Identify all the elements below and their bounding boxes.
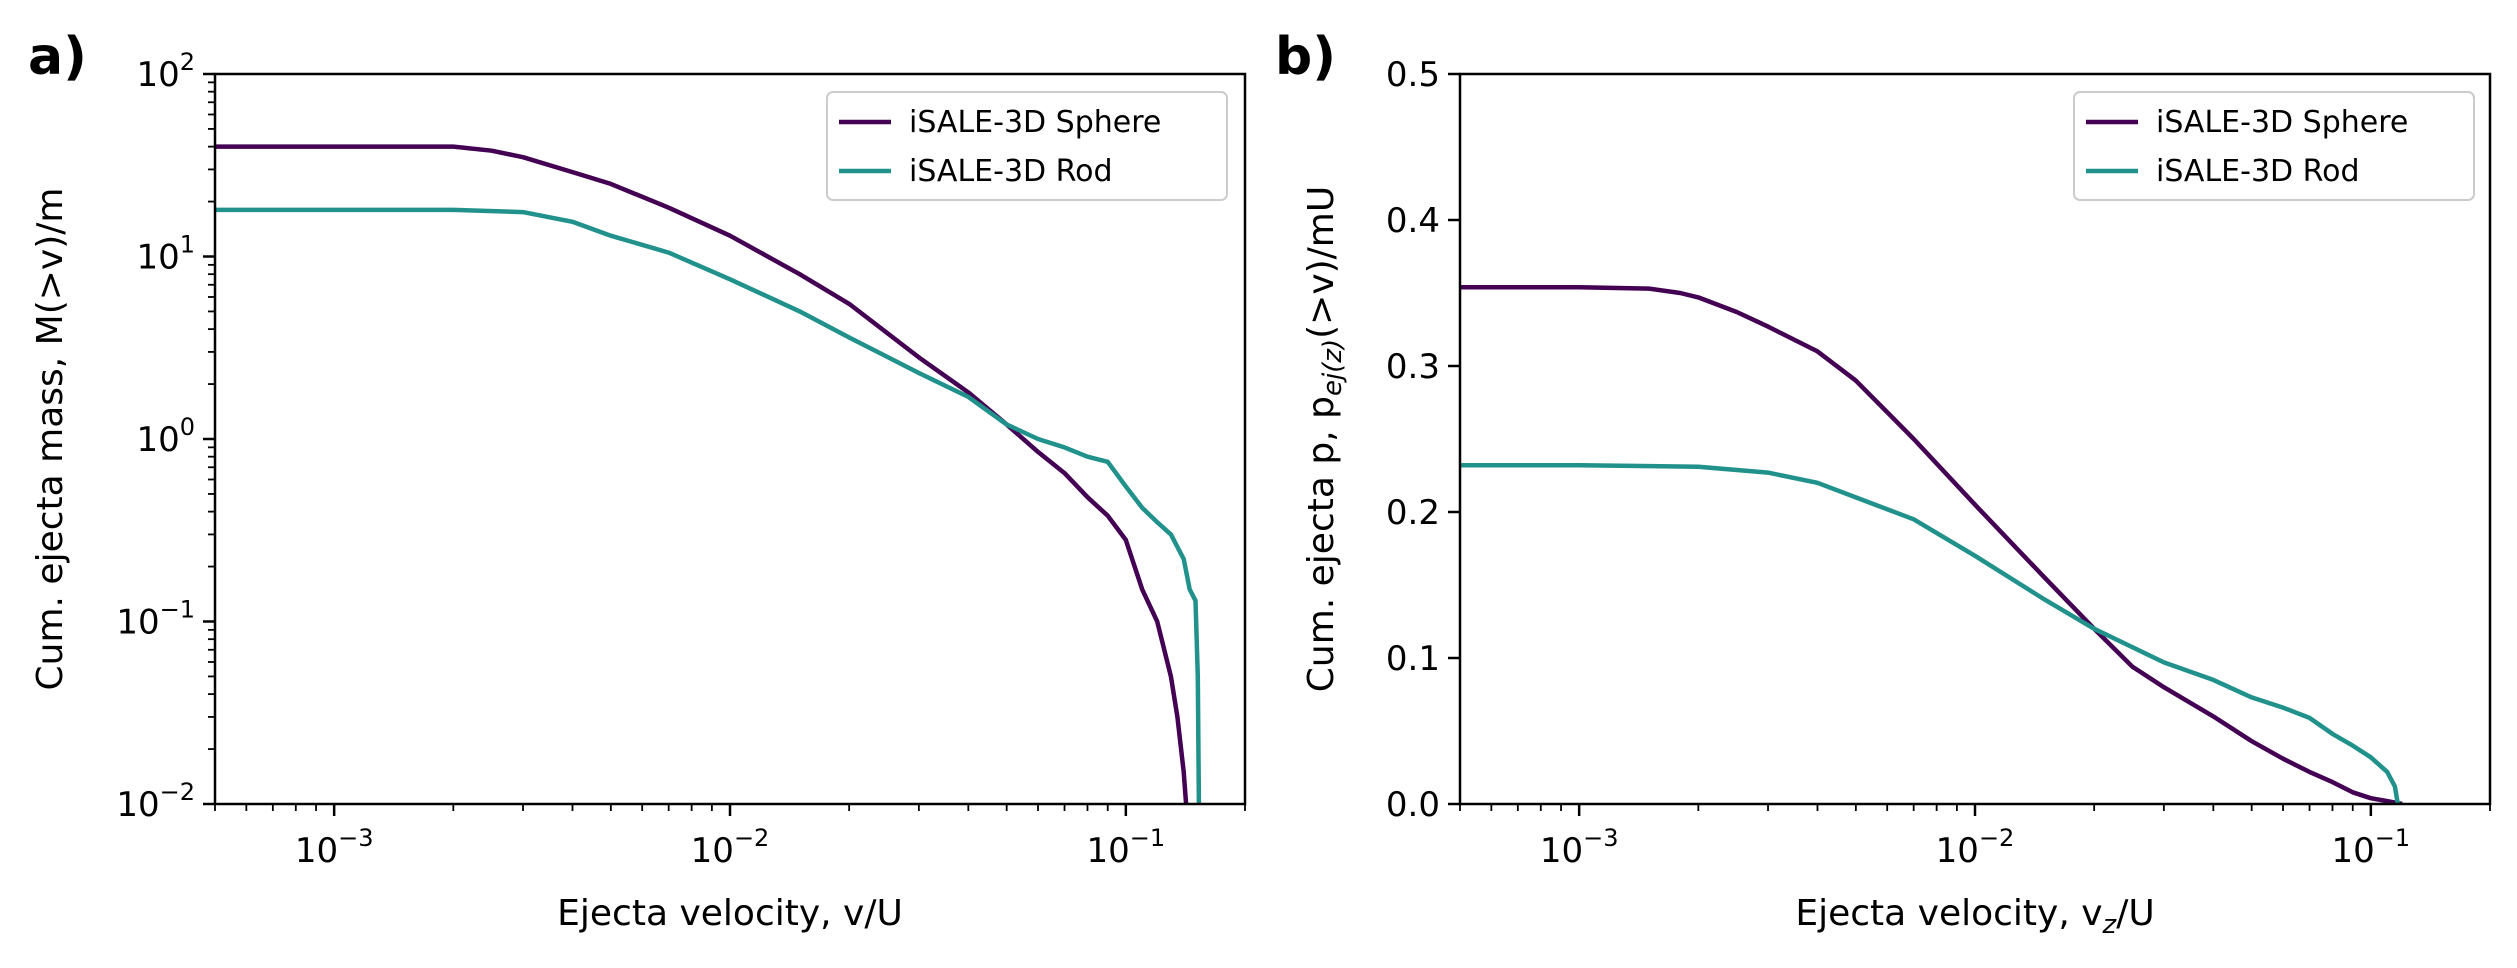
series-line-sphere xyxy=(215,144,1189,804)
y-tick-label: 101 xyxy=(136,231,195,278)
tick-exponent: 2 xyxy=(180,48,195,76)
tick-base: 10 xyxy=(295,831,338,871)
panel-label: a) xyxy=(28,27,87,87)
tick-exponent: −2 xyxy=(160,778,195,806)
x-tick-label: 10−3 xyxy=(1540,824,1619,871)
tick-base: 10 xyxy=(116,603,159,643)
tick-base: 10 xyxy=(136,55,179,95)
y-axis-label-tail: (>v)/mU xyxy=(1301,186,1342,339)
y-tick-label: 0.0 xyxy=(1386,785,1440,825)
x-axis-label: Ejecta velocity, vz/U xyxy=(1795,893,2154,940)
tick-exponent: −3 xyxy=(1583,824,1618,852)
y-axis-label-main: Cum. ejecta p, p xyxy=(1301,396,1342,692)
y-axis-label-subscript: ej(z) xyxy=(1318,339,1348,396)
y-tick-label: 0.2 xyxy=(1386,493,1440,533)
x-tick-label: 10−1 xyxy=(2332,824,2411,871)
tick-exponent: −2 xyxy=(1979,824,2014,852)
tick-exponent: −3 xyxy=(338,824,373,852)
panel-label: b) xyxy=(1275,27,1336,87)
tick-base: 10 xyxy=(691,831,734,871)
legend: iSALE-3D Sphere iSALE-3D Rod xyxy=(826,91,1228,201)
series-line-rod xyxy=(1460,463,2401,804)
tick-base: 10 xyxy=(1087,831,1130,871)
y-tick-label: 0.4 xyxy=(1386,201,1440,241)
tick-exponent: −1 xyxy=(160,596,195,624)
x-axis-label-subscript: z xyxy=(2102,910,2118,940)
tick-base: 10 xyxy=(2332,831,2375,871)
tick-base: 10 xyxy=(1540,831,1583,871)
tick-exponent: −1 xyxy=(1130,824,1165,852)
legend-entry: iSALE-3D Sphere xyxy=(2156,105,2408,140)
tick-base: 10 xyxy=(116,785,159,825)
y-tick-label: 0.5 xyxy=(1386,55,1440,95)
tick-base: 10 xyxy=(1936,831,1979,871)
y-tick-label: 100 xyxy=(136,413,195,460)
legend: iSALE-3D Sphere iSALE-3D Rod xyxy=(2073,91,2475,201)
series-line-sphere xyxy=(1460,284,2403,804)
series-line-rod xyxy=(215,207,1202,804)
y-tick-label: 102 xyxy=(136,48,195,95)
x-axis-label-tail: /U xyxy=(2116,893,2154,934)
y-axis-label: Cum. ejecta p, pej(z)(>v)/mU xyxy=(1301,186,1348,692)
y-tick-label: 10−2 xyxy=(116,778,195,825)
tick-exponent: −2 xyxy=(734,824,769,852)
x-tick-label: 10−2 xyxy=(691,824,770,871)
y-axis-label: Cum. ejecta mass, M(>v)/m xyxy=(30,188,71,691)
legend-entry: iSALE-3D Rod xyxy=(2156,154,2360,189)
legend-entry: iSALE-3D Sphere xyxy=(909,105,1161,140)
legend-box xyxy=(826,91,1228,201)
tick-exponent: −1 xyxy=(2375,824,2410,852)
x-tick-label: 10−3 xyxy=(295,824,374,871)
y-tick-label: 0.3 xyxy=(1386,347,1440,387)
legend-box xyxy=(2073,91,2475,201)
tick-exponent: 1 xyxy=(180,231,195,259)
y-tick-label: 0.1 xyxy=(1386,639,1440,679)
legend-entry: iSALE-3D Rod xyxy=(909,154,1113,189)
x-tick-label: 10−1 xyxy=(1087,824,1166,871)
tick-base: 10 xyxy=(136,238,179,278)
x-axis-label: Ejecta velocity, v/U xyxy=(557,893,903,934)
tick-base: 10 xyxy=(136,420,179,460)
x-axis-label-main: Ejecta velocity, v xyxy=(1795,893,2102,934)
y-tick-label: 10−1 xyxy=(116,596,195,643)
x-tick-label: 10−2 xyxy=(1936,824,2015,871)
tick-exponent: 0 xyxy=(180,413,195,441)
